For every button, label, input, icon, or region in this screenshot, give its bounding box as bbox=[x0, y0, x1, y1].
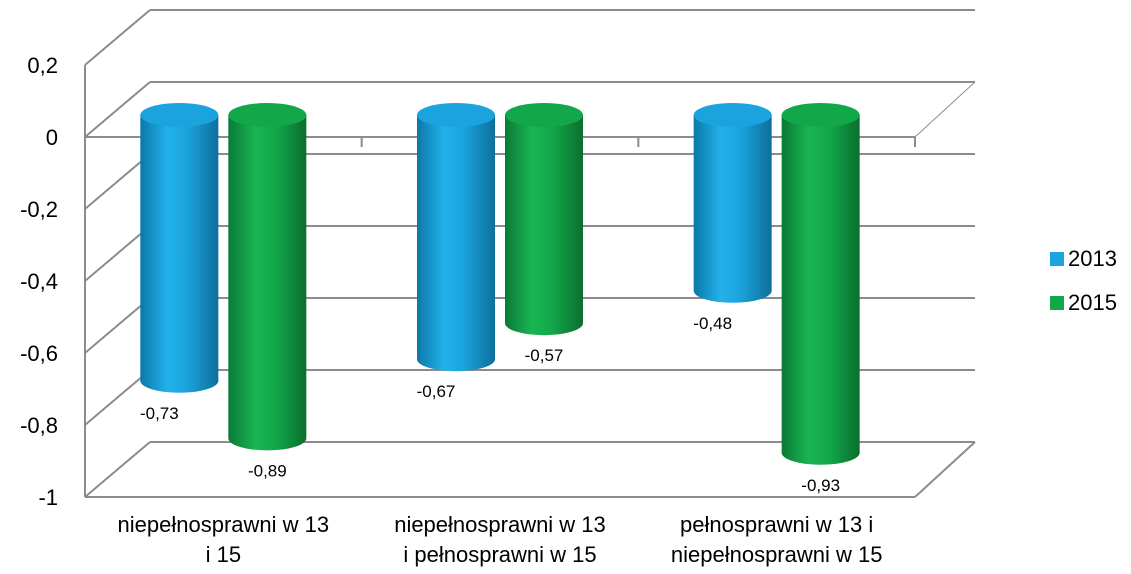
bars-layer bbox=[140, 103, 860, 465]
x-tick-label: niepełnosprawni w 13 bbox=[118, 512, 330, 537]
bar-cylinder-top bbox=[140, 103, 219, 127]
gridline-side bbox=[84, 225, 151, 282]
x-tick-label: i 15 bbox=[206, 542, 241, 567]
gridline-side bbox=[84, 9, 151, 66]
data-label: -0,57 bbox=[525, 346, 564, 365]
bar-cylinder-body bbox=[417, 115, 495, 372]
gridline-side bbox=[84, 153, 151, 210]
bar-cylinder-top bbox=[781, 103, 860, 127]
axes-layer: 0,2 0 -0,2 -0,4 -0,6 -0,8 -1 bbox=[20, 53, 976, 510]
y-tick-label: 0,2 bbox=[27, 53, 58, 78]
bar-cylinder-top bbox=[505, 103, 583, 127]
gridline-side bbox=[84, 441, 151, 498]
data-label: -0,48 bbox=[693, 314, 732, 333]
bar-2013-3 bbox=[693, 103, 772, 303]
bar-2015-3 bbox=[781, 103, 860, 465]
x-tick-label: pełnosprawni w 13 i bbox=[680, 512, 873, 537]
bar-cylinder-body bbox=[693, 115, 772, 303]
gridline-side bbox=[84, 369, 151, 426]
bar-cylinder-top bbox=[417, 103, 495, 127]
bar-2013-2 bbox=[417, 103, 495, 372]
y-tick-label: -1 bbox=[38, 485, 58, 510]
floor-right-edge bbox=[914, 441, 976, 498]
bar-2013-1 bbox=[140, 103, 219, 393]
data-label: -0,93 bbox=[801, 476, 840, 495]
zero-line-side bbox=[914, 81, 976, 138]
bar-cylinder-body bbox=[781, 115, 860, 465]
data-label: -0,89 bbox=[248, 461, 287, 480]
y-tick-label: -0,6 bbox=[20, 341, 58, 366]
legend-swatch-2013 bbox=[1050, 252, 1064, 266]
bar-2015-2 bbox=[505, 103, 583, 336]
bar-2015-1 bbox=[228, 103, 307, 451]
bar-cylinder-body bbox=[228, 115, 307, 451]
data-label: -0,67 bbox=[417, 382, 456, 401]
legend-label-2013: 2013 bbox=[1068, 246, 1117, 271]
y-tick-label: 0 bbox=[46, 125, 58, 150]
legend: 2013 2015 bbox=[1050, 246, 1117, 315]
bar-cylinder-body bbox=[140, 115, 219, 393]
gridline-side bbox=[84, 297, 151, 354]
x-tick-label: i pełnosprawni w 15 bbox=[403, 542, 596, 567]
y-tick-label: -0,4 bbox=[20, 269, 58, 294]
y-tick-label: -0,8 bbox=[20, 413, 58, 438]
bar-cylinder-top bbox=[228, 103, 307, 127]
y-tick-label: -0,2 bbox=[20, 197, 58, 222]
x-tick-label: niepełnosprawni w 13 bbox=[394, 512, 606, 537]
data-label: -0,73 bbox=[140, 404, 179, 423]
gridline-side bbox=[84, 81, 151, 138]
labels-layer: -0,73 -0,89 niepełnosprawni w 13 i 15 -0,67 -… bbox=[118, 314, 883, 567]
bar-cylinder-body bbox=[505, 115, 583, 336]
bar-cylinder-top bbox=[693, 103, 772, 127]
legend-swatch-2015 bbox=[1050, 296, 1064, 310]
legend-label-2015: 2015 bbox=[1068, 290, 1117, 315]
x-tick-label: niepełnosprawni w 15 bbox=[671, 542, 883, 567]
